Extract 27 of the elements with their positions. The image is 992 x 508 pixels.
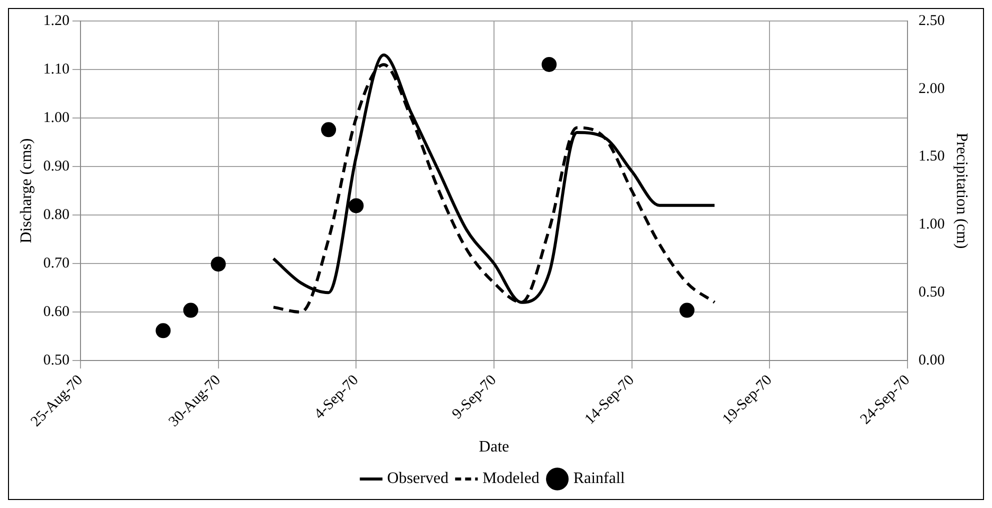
y-tick-label: 0.80: [43, 206, 70, 223]
point: [156, 323, 171, 338]
y-tick-label: 1.10: [43, 61, 70, 78]
y-tick-label: 0.90: [43, 158, 70, 174]
x-axis-title: Date: [478, 438, 510, 456]
point: [348, 198, 364, 214]
y-tick-label: 0.70: [43, 255, 70, 272]
point: [210, 256, 226, 272]
y-tick-label: 0.60: [43, 304, 70, 320]
y2-axis-title: Precipitation (cm): [953, 132, 970, 249]
y2-tick-label: 0.50: [918, 284, 945, 301]
point: [183, 302, 198, 318]
legend-label: Observed: [387, 470, 448, 488]
y2-tick-label: 1.00: [918, 216, 945, 233]
y-tick-label: 0.50: [43, 352, 70, 368]
y2-tick-label: 2.00: [918, 80, 945, 97]
legend-label: Rainfall: [573, 470, 626, 488]
point: [542, 56, 557, 72]
y2-tick-label: 0.00: [918, 352, 945, 368]
point: [679, 302, 694, 318]
legend-label: Modeled: [482, 470, 540, 488]
y2-tick-label: 2.50: [918, 12, 945, 29]
y-tick-label: 1.20: [43, 12, 70, 29]
y2-tick-label: 1.50: [918, 148, 945, 165]
point: [321, 122, 336, 138]
y-tick-label: 1.00: [43, 110, 70, 126]
y-axis-title: Discharge (cms): [18, 138, 35, 244]
